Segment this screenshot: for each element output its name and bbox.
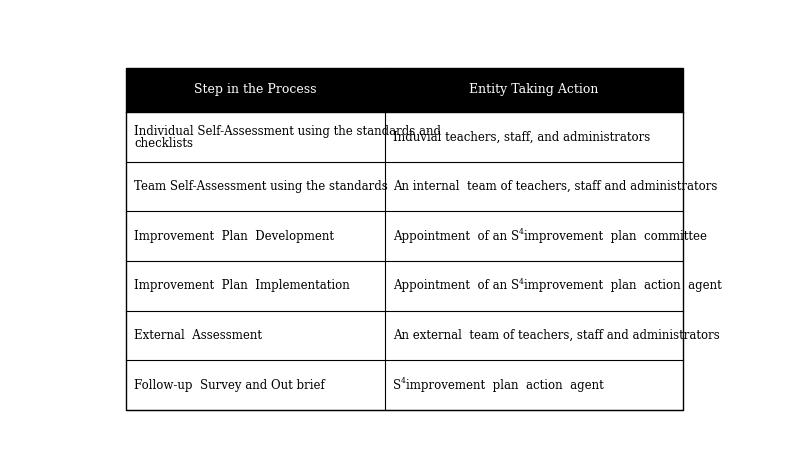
Text: An external  team of teachers, staff and administrators: An external team of teachers, staff and … [393, 329, 720, 342]
Text: Entity Taking Action: Entity Taking Action [469, 83, 598, 96]
Text: Improvement  Plan  Implementation: Improvement Plan Implementation [134, 280, 350, 292]
Bar [126, 68, 682, 112]
Text: 4: 4 [401, 377, 406, 385]
Bar [126, 311, 682, 360]
Bar [126, 162, 682, 211]
Bar [126, 261, 682, 311]
Bar [126, 112, 682, 162]
Bar [126, 211, 682, 261]
Text: S: S [510, 230, 519, 243]
Text: Improvement  Plan  Development: Improvement Plan Development [134, 230, 334, 243]
Text: Appointment  of an: Appointment of an [393, 280, 510, 292]
Text: Step in the Process: Step in the Process [194, 83, 316, 96]
Text: External  Assessment: External Assessment [134, 329, 262, 342]
Text: Appointment  of an: Appointment of an [393, 230, 510, 243]
Text: Individual Self-Assessment using the standards and: Individual Self-Assessment using the sta… [134, 125, 441, 139]
Text: 4: 4 [519, 278, 524, 286]
Bar [126, 360, 682, 410]
Text: 4: 4 [519, 228, 524, 236]
Text: Follow-up  Survey and Out brief: Follow-up Survey and Out brief [134, 379, 325, 392]
Text: An internal  team of teachers, staff and administrators: An internal team of teachers, staff and … [393, 180, 717, 193]
Text: Team Self-Assessment using the standards: Team Self-Assessment using the standards [134, 180, 388, 193]
Text: Induvial teachers, staff, and administrators: Induvial teachers, staff, and administra… [393, 131, 650, 143]
Text: improvement  plan  action  agent: improvement plan action agent [524, 280, 721, 292]
Text: improvement  plan  committee: improvement plan committee [524, 230, 707, 243]
Text: S: S [510, 280, 519, 292]
Text: improvement  plan  action  agent: improvement plan action agent [406, 379, 604, 392]
Text: S: S [393, 379, 401, 392]
Text: checklists: checklists [134, 137, 193, 149]
